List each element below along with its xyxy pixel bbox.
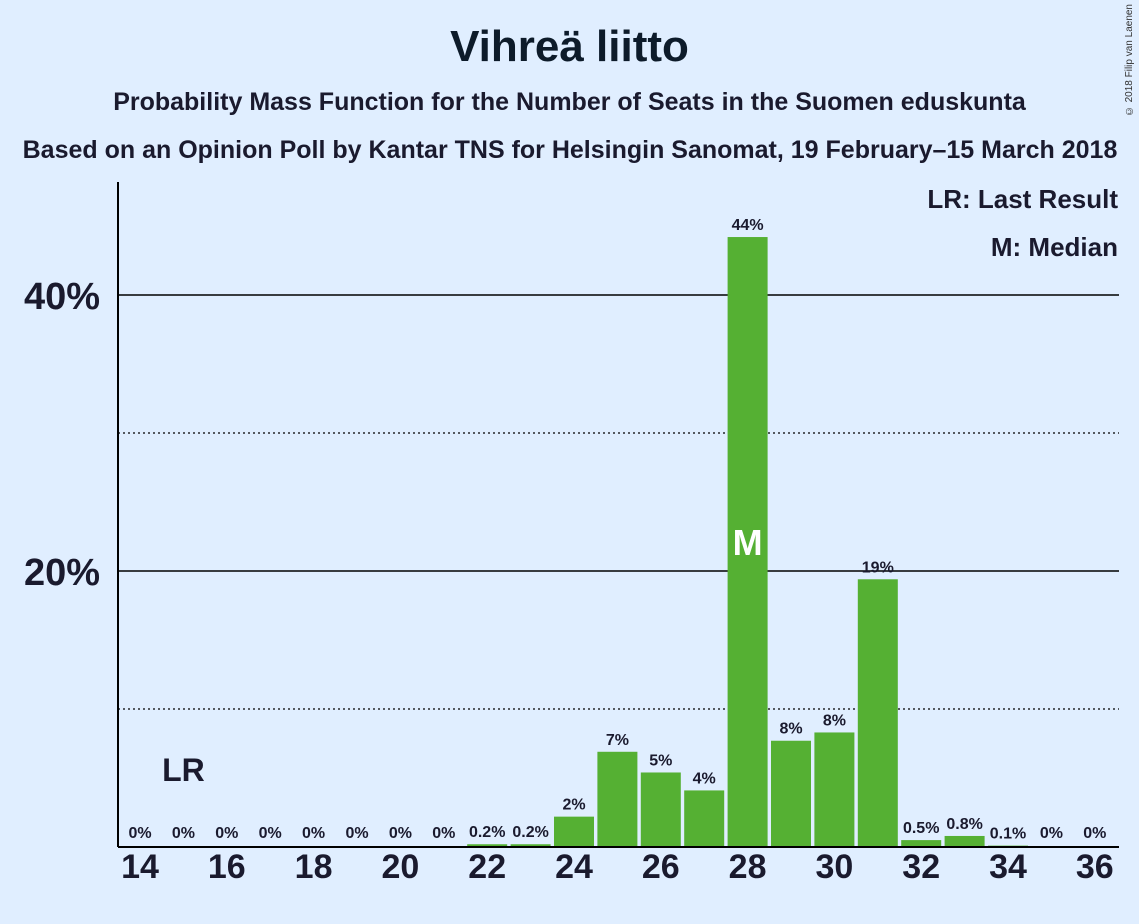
x-tick-label: 30 <box>815 848 853 886</box>
bar-value-label: 0.8% <box>946 816 982 833</box>
bar-seat-23 <box>510 844 551 847</box>
median-marker: M <box>733 522 763 563</box>
bar-seat-26 <box>640 772 681 847</box>
x-tick-label: 26 <box>642 848 680 886</box>
y-tick-label: 40% <box>24 276 100 318</box>
x-tick-label: 34 <box>989 848 1027 886</box>
bar-value-label: 4% <box>693 770 716 787</box>
bar-seat-31 <box>857 579 898 847</box>
x-tick-label: 32 <box>902 848 940 886</box>
bar-value-label: 0% <box>128 825 151 842</box>
bar-seat-27 <box>684 790 725 847</box>
chart-source-line: Based on an Opinion Poll by Kantar TNS f… <box>22 136 1118 164</box>
x-tick-label: 16 <box>208 848 246 886</box>
bar-value-label: 0% <box>1040 825 1063 842</box>
bar-value-label: 44% <box>732 217 764 234</box>
bar-seat-32 <box>901 840 942 847</box>
bar-value-label: 0% <box>432 825 455 842</box>
legend-last-result: LR: Last Result <box>927 184 1118 214</box>
bar-value-label: 0.2% <box>512 824 548 841</box>
bar-value-label: 7% <box>606 732 629 749</box>
bar-seat-22 <box>467 844 508 847</box>
bar-value-label: 0.1% <box>990 826 1026 843</box>
bar-value-label: 0.2% <box>469 824 505 841</box>
x-tick-label: 36 <box>1076 848 1114 886</box>
bar-seat-33 <box>944 835 985 847</box>
bar-seat-25 <box>597 751 638 847</box>
bar-seat-29 <box>771 740 811 847</box>
x-tick-label: 28 <box>729 848 767 886</box>
bar-value-label: 0% <box>215 825 238 842</box>
chart-title: Vihreä liitto <box>450 22 689 71</box>
x-tick-label: 14 <box>121 848 159 886</box>
x-tick-label: 20 <box>381 848 419 886</box>
bar-value-label: 0% <box>345 825 368 842</box>
bar-seat-24 <box>554 816 594 847</box>
bar-value-label: 0% <box>389 825 412 842</box>
bar-value-label: 0.5% <box>903 820 939 837</box>
bar-value-label: 0% <box>172 825 195 842</box>
y-tick-label: 20% <box>24 552 100 594</box>
bar-value-label: 2% <box>562 797 585 814</box>
bar-value-label: 8% <box>779 721 802 738</box>
legend-median: M: Median <box>990 232 1118 262</box>
bar-value-label: 0% <box>302 825 325 842</box>
x-tick-label: 18 <box>295 848 333 886</box>
bar-value-label: 5% <box>649 752 672 769</box>
bar-value-label: 8% <box>823 712 846 729</box>
chart-subtitle: Probability Mass Function for the Number… <box>113 88 1026 116</box>
bar-seat-30 <box>814 732 855 847</box>
x-tick-label: 24 <box>555 848 593 886</box>
last-result-marker: LR <box>162 752 205 788</box>
x-tick-label: 22 <box>468 848 506 886</box>
bar-seat-28 <box>727 237 768 848</box>
bar-value-label: 0% <box>1083 825 1106 842</box>
bar-value-label: 19% <box>862 559 894 576</box>
bar-value-label: 0% <box>259 825 282 842</box>
